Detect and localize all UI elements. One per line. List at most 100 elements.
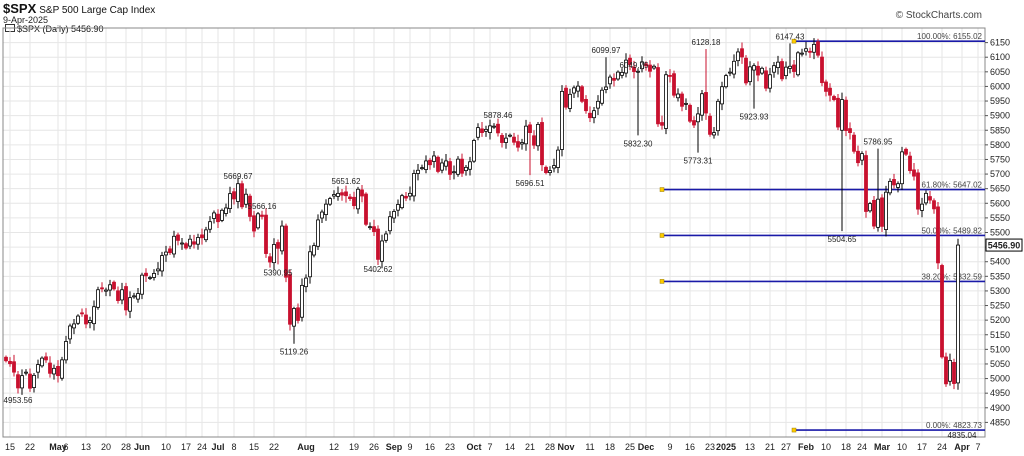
y-tick-label: 4850 — [990, 417, 1010, 427]
candle-body — [316, 219, 320, 247]
candle-body — [120, 289, 124, 301]
fibonacci-levels: 100.00%: 6155.02 61.80%: 5647.02 50.00%: 5… — [659, 32, 985, 433]
candle-body — [796, 52, 800, 76]
candle-body — [320, 211, 324, 219]
candle-body — [212, 212, 216, 219]
candlesticks — [4, 38, 960, 395]
price-annotation: 6128.18 — [692, 38, 721, 47]
candle-body — [728, 71, 732, 74]
candle-body — [108, 284, 112, 291]
candle-body — [804, 48, 808, 52]
candle-body — [56, 366, 60, 377]
candle-body — [428, 159, 432, 166]
candle-body — [144, 272, 148, 277]
candle-body — [364, 193, 368, 225]
candle-body — [240, 183, 244, 208]
candle-body — [668, 74, 672, 77]
x-tick-label: 17 — [181, 442, 191, 452]
candle-body — [800, 52, 804, 55]
candle-body — [392, 211, 396, 219]
candle-body — [944, 356, 948, 385]
candle-body — [192, 241, 196, 245]
fib-anchor-marker — [659, 187, 665, 192]
fib-level-label: 61.80%: 5647.02 — [922, 181, 983, 190]
candle-body — [856, 150, 860, 164]
candle-body — [80, 312, 84, 315]
fib-anchor-marker — [659, 233, 665, 238]
candle-body — [332, 194, 336, 197]
candle-body — [688, 104, 692, 122]
candle-body — [444, 160, 448, 167]
candle-body — [740, 48, 744, 58]
y-tick-label: 5950 — [990, 96, 1010, 106]
candle-body — [860, 153, 864, 161]
candle-body — [180, 242, 184, 245]
price-annotation: 5566.16 — [248, 202, 277, 211]
candle-body — [536, 124, 540, 147]
y-tick-label: 5150 — [990, 330, 1010, 340]
candle-body — [280, 225, 284, 252]
candle-body — [104, 289, 108, 292]
x-tick-label: 21 — [525, 442, 535, 452]
candle-body — [684, 102, 688, 105]
candle-body — [216, 213, 220, 223]
candle-body — [64, 341, 68, 361]
candle-body — [828, 87, 832, 96]
candle-body — [788, 65, 792, 69]
candle-body — [128, 297, 132, 312]
candle-body — [196, 237, 200, 245]
candle-body — [44, 356, 48, 361]
candle-body — [548, 170, 552, 174]
candle-body — [904, 148, 908, 155]
candle-body — [176, 234, 180, 241]
candle-body — [140, 274, 144, 295]
candle-body — [620, 72, 624, 76]
candle-body — [784, 66, 788, 77]
y-tick-label: 6100 — [990, 52, 1010, 62]
candle-body — [880, 197, 884, 227]
x-tick-label: Mar — [874, 442, 891, 452]
candle-body — [472, 140, 476, 162]
candle-body — [336, 192, 340, 197]
price-annotation: 5923.93 — [740, 113, 769, 122]
candle-body — [552, 165, 556, 169]
candle-body — [588, 112, 592, 119]
candle-body — [556, 149, 560, 168]
candle-body — [656, 67, 660, 125]
x-tick-label: 2025 — [716, 442, 736, 452]
candle-body — [504, 137, 508, 143]
candle-body — [764, 70, 768, 89]
candle-body — [252, 215, 256, 232]
candle-body — [300, 284, 304, 318]
candle-body — [388, 216, 392, 232]
candle-body — [524, 125, 528, 145]
candle-body — [188, 238, 192, 247]
y-tick-label: 6000 — [990, 81, 1010, 91]
candle-body — [544, 166, 548, 174]
y-tick-label: 6050 — [990, 67, 1010, 77]
candle-body — [916, 172, 920, 210]
candle-body — [672, 73, 676, 96]
candle-body — [564, 87, 568, 108]
candle-body — [732, 60, 736, 75]
candle-body — [220, 209, 224, 221]
candle-body — [484, 128, 488, 132]
candle-body — [752, 65, 756, 71]
candle-body — [376, 228, 380, 260]
candle-body — [500, 135, 504, 143]
candle-body — [28, 373, 32, 389]
candle-body — [664, 74, 668, 129]
candle-body — [424, 160, 428, 170]
candle-body — [244, 193, 248, 205]
candle-body — [676, 93, 680, 99]
candle-body — [952, 361, 956, 384]
candle-body — [412, 173, 416, 197]
candle-body — [420, 167, 424, 170]
candle-body — [4, 356, 8, 362]
y-axis: 4850 4900 4950 5000 5050 5100 5150 5200 5250 5300… — [985, 38, 1023, 427]
y-tick-label: 5300 — [990, 286, 1010, 296]
candle-body — [892, 179, 896, 186]
x-tick-label: 21 — [765, 442, 775, 452]
candle-body — [580, 86, 584, 102]
